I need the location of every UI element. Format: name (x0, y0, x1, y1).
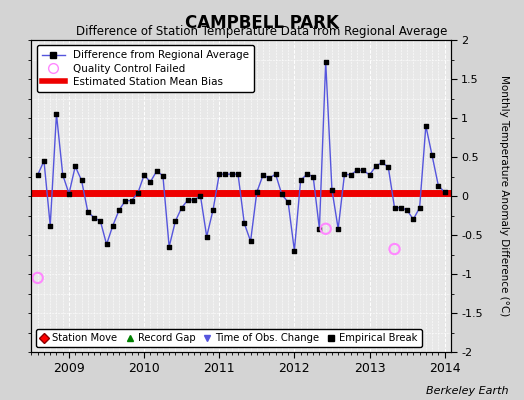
Point (221, 171, 230, 177)
Point (240, 220, 248, 226)
Point (127, 198, 136, 204)
Point (46, 222, 54, 229)
Point (196, 193, 205, 199)
Point (441, 189, 449, 195)
Point (390, 246, 399, 252)
Point (34, 172, 42, 178)
Point (202, 233, 211, 240)
Point (403, 207, 411, 213)
Point (152, 168, 161, 174)
Point (134, 190, 142, 196)
Point (428, 152, 436, 159)
Point (340, 171, 348, 177)
Point (384, 164, 392, 170)
Point (115, 207, 123, 213)
Point (309, 173, 318, 180)
Point (78, 177, 86, 184)
Text: Berkeley Earth: Berkeley Earth (426, 386, 508, 396)
Point (159, 172, 167, 179)
Point (297, 177, 305, 184)
Point (265, 175, 274, 181)
Point (290, 247, 299, 254)
Point (227, 171, 236, 177)
Point (90, 215, 98, 221)
Point (322, 226, 330, 232)
Y-axis label: Monthly Temperature Anomaly Difference (°C): Monthly Temperature Anomaly Difference (… (499, 75, 509, 317)
Point (397, 204, 405, 211)
Point (253, 189, 261, 195)
Point (271, 171, 280, 177)
Point (303, 171, 311, 177)
Point (52, 111, 61, 117)
Point (40, 158, 48, 164)
Point (165, 244, 173, 250)
Point (390, 204, 399, 211)
Point (284, 199, 292, 206)
Point (359, 167, 367, 174)
Point (259, 172, 267, 178)
Point (96, 218, 104, 224)
Point (34, 275, 42, 281)
Text: Difference of Station Temperature Data from Regional Average: Difference of Station Temperature Data f… (77, 25, 447, 38)
Point (328, 186, 336, 193)
Point (416, 204, 424, 211)
Point (353, 167, 361, 174)
Point (171, 218, 180, 224)
Point (315, 226, 324, 232)
Point (65, 190, 73, 197)
Point (209, 207, 217, 213)
Point (190, 197, 199, 203)
Point (102, 241, 111, 248)
Point (334, 226, 342, 232)
Point (409, 216, 418, 222)
Point (365, 172, 374, 178)
Legend: Station Move, Record Gap, Time of Obs. Change, Empirical Break: Station Move, Record Gap, Time of Obs. C… (37, 329, 422, 347)
Point (140, 172, 148, 178)
Point (278, 191, 286, 198)
Point (346, 172, 355, 178)
Point (178, 204, 186, 211)
Point (71, 163, 80, 170)
Point (422, 122, 430, 129)
Point (322, 59, 330, 65)
Point (59, 172, 67, 178)
Point (84, 208, 92, 215)
Point (234, 171, 242, 177)
Point (121, 198, 129, 204)
Point (215, 171, 223, 177)
Point (434, 183, 443, 189)
Point (146, 179, 155, 185)
Point (184, 197, 192, 203)
Point (246, 238, 255, 244)
Point (372, 163, 380, 170)
Text: CAMPBELL PARK: CAMPBELL PARK (185, 14, 339, 32)
Point (108, 222, 117, 229)
Point (378, 159, 386, 166)
